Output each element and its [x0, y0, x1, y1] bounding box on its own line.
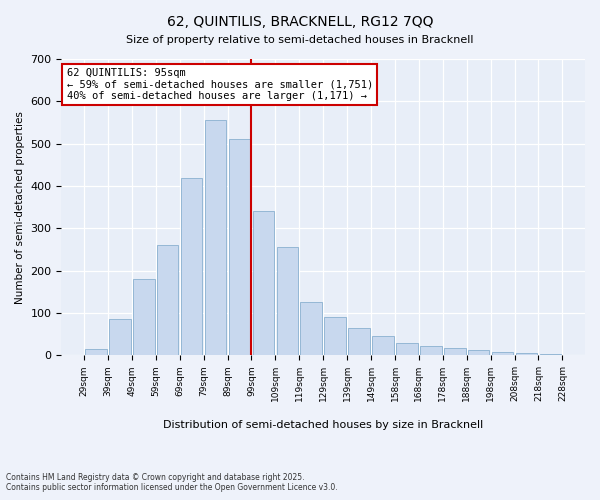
Text: 62 QUINTILIS: 95sqm
← 59% of semi-detached houses are smaller (1,751)
40% of sem: 62 QUINTILIS: 95sqm ← 59% of semi-detach…: [67, 68, 373, 101]
Bar: [516, 353, 537, 356]
Bar: [468, 350, 490, 356]
Bar: [420, 346, 442, 356]
Bar: [181, 178, 202, 356]
Bar: [349, 328, 370, 355]
Bar: [229, 140, 250, 356]
Y-axis label: Number of semi-detached properties: Number of semi-detached properties: [15, 110, 25, 304]
Bar: [133, 279, 155, 355]
Text: Contains HM Land Registry data © Crown copyright and database right 2025.
Contai: Contains HM Land Registry data © Crown c…: [6, 473, 338, 492]
Text: Size of property relative to semi-detached houses in Bracknell: Size of property relative to semi-detach…: [126, 35, 474, 45]
X-axis label: Distribution of semi-detached houses by size in Bracknell: Distribution of semi-detached houses by …: [163, 420, 484, 430]
Bar: [253, 212, 274, 356]
Bar: [157, 245, 178, 356]
Bar: [109, 320, 131, 356]
Bar: [492, 352, 514, 356]
Bar: [277, 248, 298, 356]
Text: 62, QUINTILIS, BRACKNELL, RG12 7QQ: 62, QUINTILIS, BRACKNELL, RG12 7QQ: [167, 15, 433, 29]
Bar: [372, 336, 394, 355]
Bar: [325, 317, 346, 356]
Bar: [444, 348, 466, 356]
Bar: [301, 302, 322, 356]
Bar: [539, 354, 561, 356]
Bar: [396, 342, 418, 355]
Bar: [205, 120, 226, 356]
Bar: [85, 349, 107, 356]
